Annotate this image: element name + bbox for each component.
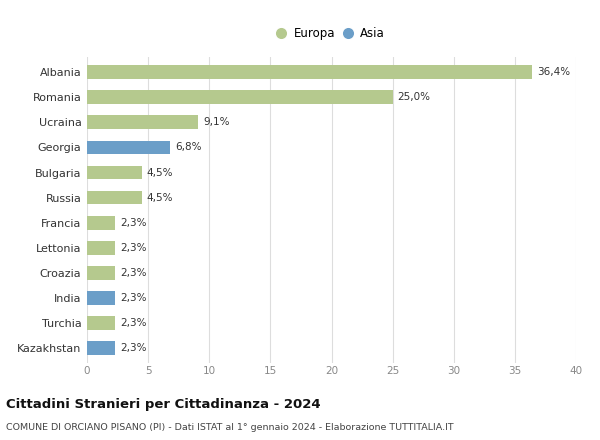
Text: 6,8%: 6,8% xyxy=(175,143,202,152)
Bar xyxy=(87,241,115,255)
Text: 25,0%: 25,0% xyxy=(398,92,431,103)
Text: 9,1%: 9,1% xyxy=(203,117,230,127)
Text: 36,4%: 36,4% xyxy=(537,67,570,77)
Bar xyxy=(87,266,115,280)
Bar xyxy=(87,140,170,154)
Text: 4,5%: 4,5% xyxy=(147,168,173,177)
Text: 2,3%: 2,3% xyxy=(120,343,146,353)
Text: 2,3%: 2,3% xyxy=(120,293,146,303)
Text: 2,3%: 2,3% xyxy=(120,243,146,253)
Text: 4,5%: 4,5% xyxy=(147,193,173,202)
Bar xyxy=(87,66,532,79)
Bar xyxy=(87,115,198,129)
Bar xyxy=(87,191,142,205)
Bar xyxy=(87,316,115,330)
Bar xyxy=(87,90,392,104)
Text: COMUNE DI ORCIANO PISANO (PI) - Dati ISTAT al 1° gennaio 2024 - Elaborazione TUT: COMUNE DI ORCIANO PISANO (PI) - Dati IST… xyxy=(6,423,454,432)
Text: Cittadini Stranieri per Cittadinanza - 2024: Cittadini Stranieri per Cittadinanza - 2… xyxy=(6,398,320,411)
Bar xyxy=(87,291,115,305)
Bar xyxy=(87,216,115,230)
Legend: Europa, Asia: Europa, Asia xyxy=(275,23,388,44)
Bar xyxy=(87,165,142,180)
Text: 2,3%: 2,3% xyxy=(120,318,146,328)
Text: 2,3%: 2,3% xyxy=(120,218,146,227)
Text: 2,3%: 2,3% xyxy=(120,268,146,278)
Bar xyxy=(87,341,115,355)
